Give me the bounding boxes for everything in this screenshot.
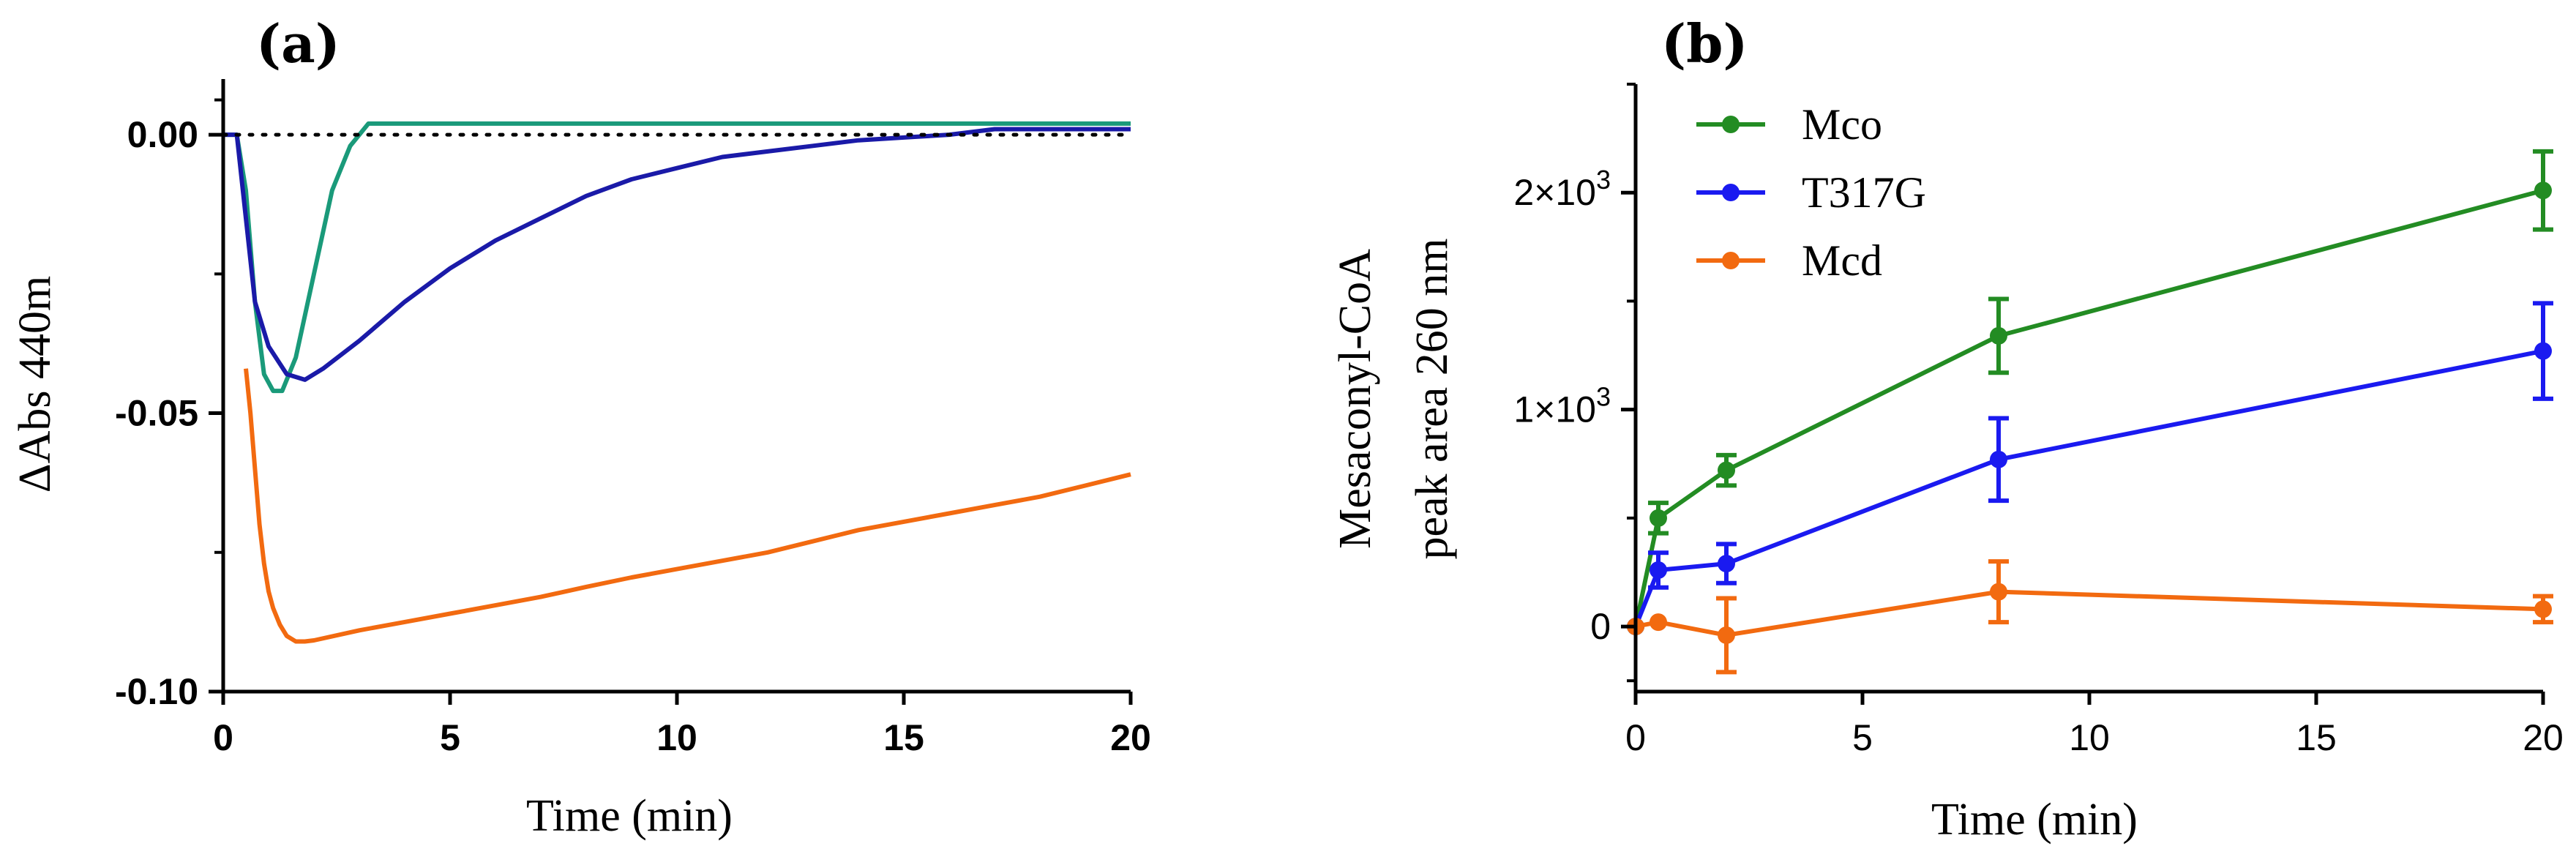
panel-b-series-mco-line xyxy=(1633,188,2544,627)
legend-swatch-marker xyxy=(1722,252,1740,269)
panel-a-x-axis-title: Time (min) xyxy=(526,791,733,841)
legend-item-mco: Mco xyxy=(1696,100,1882,149)
panel-b-y-axis-title-line-2: peak area 260 nm xyxy=(1407,239,1457,560)
panel-b-series-t317g xyxy=(1627,301,2553,636)
panel-b-label: (b) xyxy=(1661,12,1748,75)
panel-a-x-tick-label: 20 xyxy=(1110,717,1151,758)
panel-b-t317g-point xyxy=(1650,561,1667,579)
panel-b-x-tick-label: 15 xyxy=(2296,717,2337,758)
panel-a-x-tick-label: 10 xyxy=(656,717,697,758)
legend-label: T317G xyxy=(1802,168,1926,217)
panel-a-label: (a) xyxy=(256,12,340,75)
panel-a-y-ticks: 0.00 -0.05 -0.10 xyxy=(115,98,223,712)
legend-label: Mcd xyxy=(1802,236,1882,285)
panel-b-mco-point xyxy=(2534,181,2552,200)
panel-b-x-tick-label: 0 xyxy=(1625,717,1646,758)
panel-b-series-group xyxy=(1627,149,2553,675)
panel-b-mco-point xyxy=(1718,461,1735,479)
panel-b-mcd-point xyxy=(1650,613,1667,632)
panel-a-x-tick-label: 5 xyxy=(440,717,460,758)
panel-b-series-mcd-line xyxy=(1635,589,2544,637)
panel-b-x-ticks: 0 5 10 15 20 xyxy=(1625,692,2564,758)
panel-a-x-tick-label: 0 xyxy=(213,717,233,758)
panel-a-y-tick-label: -0.10 xyxy=(115,671,198,712)
panel-b-mco-point xyxy=(1650,509,1667,527)
panel-b-y-tick-label: 0 xyxy=(1590,606,1611,647)
panel-a-x-tick-label: 15 xyxy=(883,717,924,758)
panel-b-y-tick-label: 1×103 xyxy=(1513,382,1611,430)
panel-b-t317g-point xyxy=(2534,342,2552,360)
panel-b: (b) 0 5 10 15 20 0 1×103 2×103 Time (min) Mesa… xyxy=(1330,12,2564,845)
panel-b-x-tick-label: 20 xyxy=(2523,717,2564,758)
panel-b-mcd-point xyxy=(2534,600,2552,618)
panel-a-series-group xyxy=(223,121,1131,644)
legend-swatch-marker xyxy=(1722,116,1740,133)
panel-b-mco-point xyxy=(1990,326,2007,345)
panel-b-t317g-point xyxy=(1718,555,1735,573)
panel-a: (a) 0 5 10 15 20 0.00 -0.05 -0.10 Time (min) Δ… xyxy=(10,12,1151,841)
legend-swatch-marker xyxy=(1722,184,1740,201)
panel-b-x-axis-title: Time (min) xyxy=(1931,795,2138,845)
panel-a-y-tick-label: -0.05 xyxy=(115,393,198,434)
panel-b-series-t317g-line xyxy=(1633,348,2544,628)
panel-b-t317g-point xyxy=(1990,450,2007,468)
panel-a-series-teal-line xyxy=(223,121,1131,394)
panel-b-x-tick-label: 5 xyxy=(1852,717,1873,758)
panel-a-series-orange-line xyxy=(244,368,1131,644)
legend-item-mcd: Mcd xyxy=(1696,236,1882,285)
panel-b-mcd-point xyxy=(1990,583,2007,601)
panel-b-series-mco xyxy=(1627,149,2553,636)
panel-b-series-mcd xyxy=(1627,559,2553,675)
panel-b-y-tick-label: 2×103 xyxy=(1513,165,1611,213)
panel-b-legend: Mco T317G Mcd xyxy=(1696,100,1926,285)
panel-b-mcd-point xyxy=(1718,626,1735,644)
panel-b-x-tick-label: 10 xyxy=(2069,717,2110,758)
legend-item-t317g: T317G xyxy=(1696,168,1926,217)
panel-a-y-axis-title: ΔAbs 440m xyxy=(10,276,60,493)
panel-a-series-navy-line xyxy=(223,127,1131,382)
panel-b-y-axis-title-line-1: Mesaconyl-CoA xyxy=(1330,249,1380,549)
panel-a-y-tick-label: 0.00 xyxy=(127,114,198,155)
legend-label: Mco xyxy=(1802,100,1882,149)
panel-a-x-ticks: 0 5 10 15 20 xyxy=(213,692,1151,758)
panel-b-y-ticks: 0 1×103 2×103 xyxy=(1513,83,1636,683)
